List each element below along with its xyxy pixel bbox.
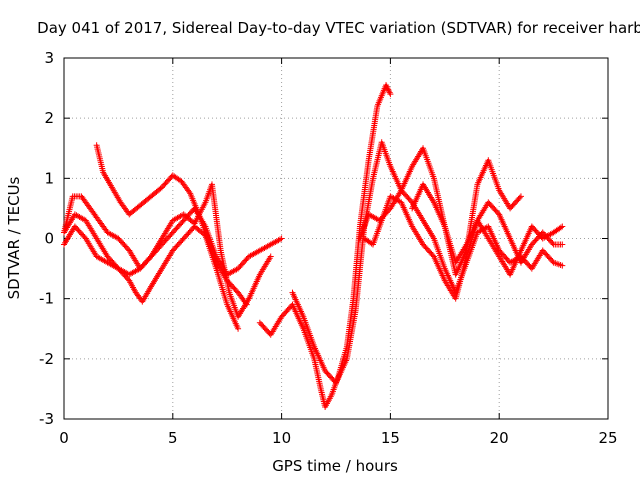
y-tick-label: 2 — [44, 109, 54, 127]
data-point — [559, 241, 566, 248]
series-track-h — [361, 193, 566, 302]
data-point — [278, 235, 285, 242]
y-tick-label: -3 — [39, 410, 54, 428]
data-point — [557, 224, 564, 231]
series-track-b — [93, 142, 250, 308]
y-tick-label: -2 — [39, 350, 54, 368]
data-point — [125, 276, 132, 283]
x-tick-label: 5 — [168, 429, 178, 447]
data-point — [267, 253, 274, 260]
y-axis-label: SDTVAR / TECUs — [5, 176, 23, 299]
y-tick-label: 0 — [44, 230, 54, 248]
chart-title: Day 041 of 2017, Sidereal Day-to-day VTE… — [37, 19, 640, 37]
data-point — [429, 252, 436, 259]
axis-ticks: 0 5 10 15 20 25 -3 -2 -1 0 1 2 3 — [39, 49, 618, 447]
x-tick-label: 15 — [381, 429, 400, 447]
x-tick-label: 10 — [272, 429, 291, 447]
y-tick-label: 1 — [44, 169, 54, 187]
data-points — [61, 82, 566, 410]
y-tick-label: 3 — [44, 49, 54, 67]
y-tick-label: -1 — [39, 290, 54, 308]
data-point — [549, 240, 556, 247]
x-tick-label: 25 — [598, 429, 617, 447]
data-point — [494, 210, 501, 217]
series-track-c — [61, 223, 242, 332]
x-tick-label: 20 — [490, 429, 509, 447]
data-point — [235, 325, 242, 332]
data-point — [387, 91, 394, 98]
x-tick-label: 0 — [59, 429, 69, 447]
data-point — [517, 193, 524, 200]
series-track-i — [409, 181, 566, 266]
data-point — [516, 194, 523, 201]
data-point — [177, 177, 184, 184]
x-axis-label: GPS time / hours — [272, 457, 398, 475]
data-point — [559, 262, 566, 269]
data-point — [559, 223, 566, 230]
series-track-d — [61, 181, 274, 320]
